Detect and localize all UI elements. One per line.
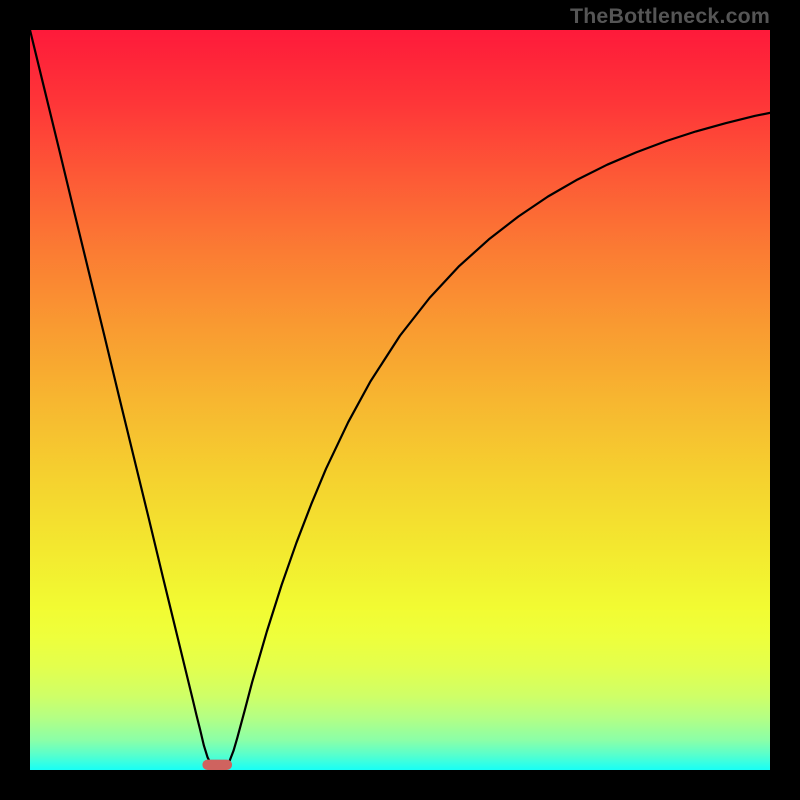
watermark-text: TheBottleneck.com — [570, 4, 770, 29]
optimum-marker — [202, 760, 232, 770]
gradient-background — [30, 30, 770, 770]
bottleneck-chart-svg — [30, 30, 770, 770]
plot-area — [30, 30, 770, 770]
chart-frame: TheBottleneck.com — [0, 0, 800, 800]
